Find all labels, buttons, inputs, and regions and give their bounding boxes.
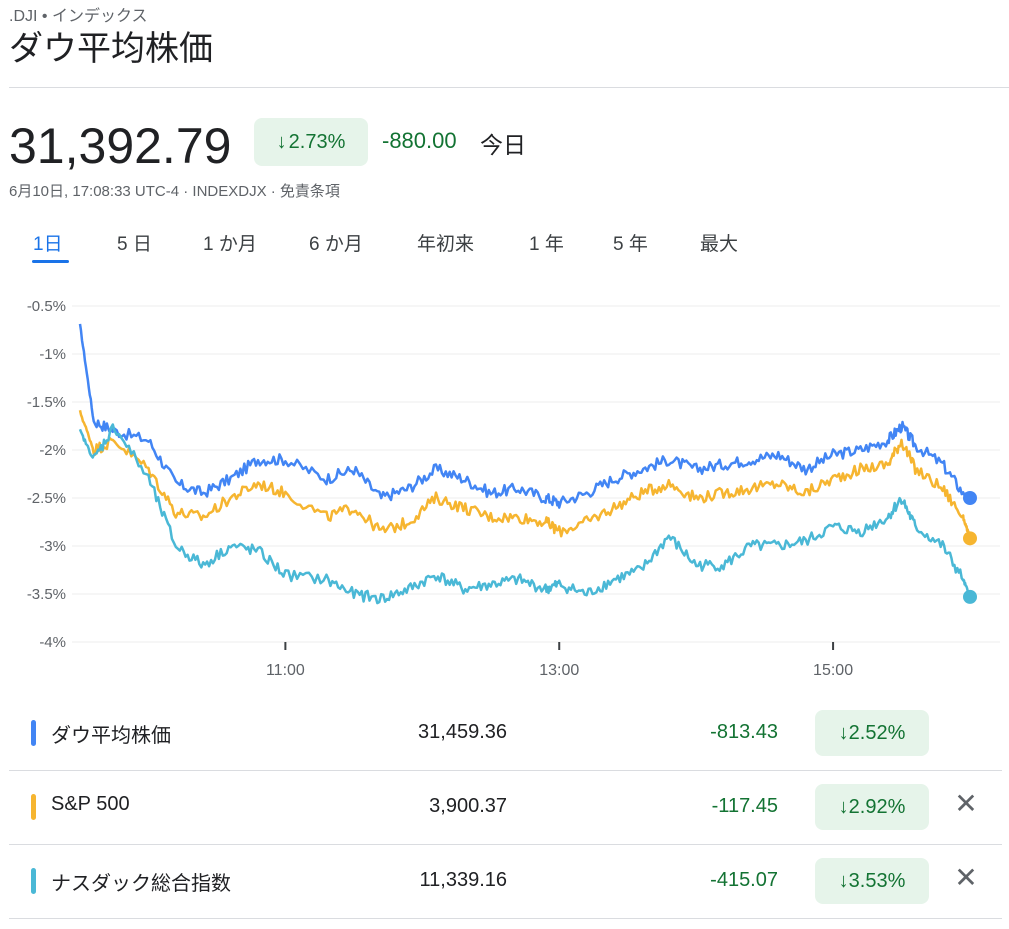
comparison-row-sp500[interactable]: S&P 500 3,900.37 -117.45 ↓ 2.92% ✕ (9, 771, 1002, 845)
series-color-marker (31, 868, 36, 894)
x-tick-label: 11:00 (266, 662, 305, 679)
header-divider (9, 87, 1009, 88)
quote-meta: 6月10日, 17:08:33 UTC-4 · INDEXDJX · 免責条項 (9, 183, 340, 200)
percent-change-chip: ↓ 2.73% (254, 118, 368, 166)
comparison-row-dow[interactable]: ダウ平均株価 31,459.36 -813.43 ↓ 2.52% (9, 697, 1002, 771)
y-tick-label: -3.5% (27, 586, 66, 603)
comparison-row-nasdaq[interactable]: ナスダック総合指数 11,339.16 -415.07 ↓ 3.53% ✕ (9, 845, 1002, 919)
series-end-point (963, 491, 977, 505)
y-tick-label: -4% (39, 634, 66, 651)
comparison-percent: 3.53% (848, 869, 906, 892)
y-tick-label: -1% (39, 346, 66, 363)
comparison-percent-chip: ↓ 2.92% (815, 784, 929, 830)
price-chart[interactable]: -0.5% -1% -1.5% -2% -2.5% -3% -3.5% -4% 11:00 13:… (0, 290, 1009, 690)
comparison-change: -813.43 (710, 721, 778, 743)
y-tick-label: -2.5% (27, 490, 66, 507)
current-price: 31,392.79 (9, 118, 232, 174)
series-line (78, 423, 972, 605)
range-tabs: 1日 5 日 1 か月 6 か月 年初来 1 年 5 年 最大 (0, 230, 1009, 264)
comparison-name: ナスダック総合指数 (51, 873, 231, 895)
tab-ytd[interactable]: 年初来 (417, 234, 475, 255)
y-tick-label: -2% (39, 442, 66, 459)
comparison-name: S&P 500 (51, 793, 130, 815)
percent-change: 2.73% (288, 130, 346, 153)
series-end-point (963, 531, 977, 546)
series-line (78, 409, 972, 539)
comparison-percent-chip: ↓ 2.52% (815, 710, 929, 756)
comparison-value: 3,900.37 (429, 795, 507, 817)
y-tick-label: -0.5% (27, 298, 66, 315)
tab-6m[interactable]: 6 か月 (309, 234, 363, 255)
active-tab-indicator (32, 260, 69, 263)
y-tick-label: -3% (39, 538, 66, 555)
comparison-name: ダウ平均株価 (51, 725, 171, 747)
series-color-marker (31, 720, 36, 746)
tab-1m[interactable]: 1 か月 (203, 234, 257, 255)
tab-5d[interactable]: 5 日 (117, 234, 152, 255)
comparison-value: 31,459.36 (418, 721, 507, 743)
down-arrow-icon: ↓ (838, 869, 849, 892)
comparison-percent-chip: ↓ 3.53% (815, 858, 929, 904)
remove-comparison-close-icon[interactable]: ✕ (954, 862, 978, 893)
down-arrow-icon: ↓ (276, 130, 287, 153)
remove-comparison-close-icon[interactable]: ✕ (954, 788, 978, 819)
down-arrow-icon: ↓ (838, 721, 849, 744)
point-change: -880.00 (382, 128, 457, 153)
x-tick-label: 13:00 (539, 662, 579, 679)
page-title: ダウ平均株価 (9, 30, 213, 68)
series-line (78, 323, 972, 509)
comparison-percent: 2.52% (848, 721, 906, 744)
symbol-line: .DJI • インデックス (9, 8, 148, 25)
tab-1d[interactable]: 1日 (33, 234, 63, 255)
comparison-change: -415.07 (710, 869, 778, 891)
y-tick-label: -1.5% (27, 394, 66, 411)
comparison-value: 11,339.16 (419, 869, 508, 891)
comparison-percent: 2.92% (848, 795, 906, 818)
comparison-change: -117.45 (711, 795, 778, 817)
series-color-marker (31, 794, 36, 820)
tab-max[interactable]: 最大 (700, 234, 739, 255)
tab-5y[interactable]: 5 年 (613, 234, 648, 255)
series-end-point (963, 589, 977, 604)
down-arrow-icon: ↓ (838, 795, 849, 818)
x-tick-label: 15:00 (813, 662, 853, 679)
change-period: 今日 (480, 132, 526, 158)
tab-1y[interactable]: 1 年 (529, 234, 564, 255)
